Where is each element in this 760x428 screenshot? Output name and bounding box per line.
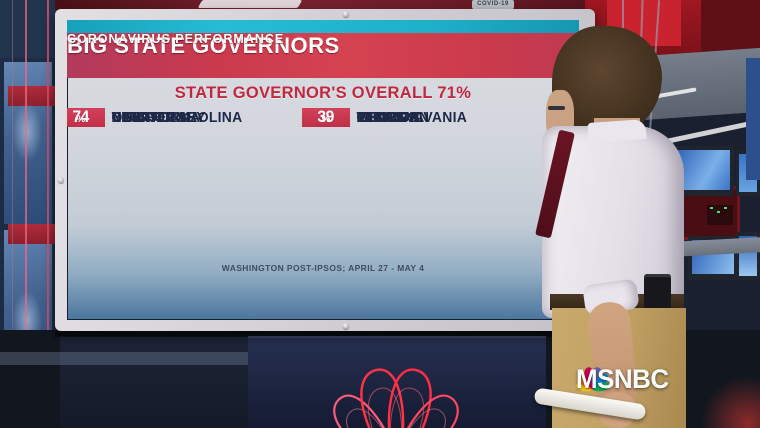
video-wall-red-bar — [8, 86, 56, 106]
desk-monitor-screen — [598, 152, 650, 196]
hanging-wire — [12, 0, 13, 428]
status-led — [717, 211, 720, 213]
teal-strip — [67, 20, 579, 33]
neon-peacock-panel — [248, 336, 546, 428]
red-ceiling-block-dark — [701, 0, 760, 52]
state-label: ILLINOIS — [356, 109, 418, 126]
state-label: PENNSYLVANIA — [356, 109, 468, 126]
frame-screw — [343, 323, 349, 329]
state-label: CALIFORNIA — [111, 109, 201, 126]
state-label: OHIO — [111, 109, 149, 126]
desk-monitor-screen — [676, 150, 730, 190]
rack-equipment — [707, 205, 733, 225]
hanging-wire — [47, 0, 49, 428]
state-label: GEORGIA — [356, 109, 425, 126]
status-led — [724, 207, 727, 209]
channel-watermark: MSNBC — [576, 360, 756, 398]
source-attribution: WASHINGTON POST-IPSOS; APRIL 27 - MAY 4 — [221, 263, 425, 273]
newsroom-background — [585, 0, 760, 340]
hanging-wire — [25, 0, 27, 428]
board-title: BIG STATE GOVERNORS — [67, 33, 340, 58]
state-label: NORTH CAROLINA — [111, 109, 243, 126]
state-label: TEXAS — [356, 109, 405, 126]
frame-screw — [58, 177, 64, 183]
status-led — [710, 207, 713, 209]
frame-screw — [586, 99, 592, 105]
touchscreen-board: BIG STATE GOVERNORS CORONAVIRUS PERFORMA… — [55, 9, 595, 331]
frame-screw — [343, 11, 349, 17]
covid-sign: COVID-19 — [472, 0, 514, 9]
reflection-highlight — [197, 0, 303, 8]
grey-ceiling — [585, 47, 760, 125]
title-banner: BIG STATE GOVERNORS CORONAVIRUS PERFORMA… — [67, 33, 579, 78]
value-badge: 39% — [302, 108, 350, 127]
nbc-peacock-neon-icon — [323, 364, 469, 428]
red-ceiling-block — [607, 0, 681, 46]
governors-table: OHIO 86% NEW YORK 81% CALIFORNIA 79% VIR… — [67, 107, 563, 255]
video-wall-glow — [12, 102, 42, 162]
overall-heading: STATE GOVERNOR'S OVERALL 71% — [174, 84, 472, 102]
value-badge: 74% — [67, 108, 105, 127]
studio-top-wall: COVID-19 — [55, 0, 600, 10]
video-wall-panel — [0, 58, 56, 228]
state-label: NEW JERSEY — [111, 109, 206, 126]
dark-desk-left — [60, 336, 250, 428]
board-subtitle: CORONAVIRUS PERFORMANCE — [67, 32, 285, 46]
brand-wordmark: MSNBC — [576, 363, 669, 394]
board-shadow — [55, 330, 595, 337]
blue-side-panel — [746, 58, 760, 180]
state-label: VIRGINIA — [111, 109, 176, 126]
desk-reflection-band — [0, 352, 250, 365]
video-wall-red-bar — [8, 224, 56, 244]
board-screen: BIG STATE GOVERNORS CORONAVIRUS PERFORMA… — [67, 20, 579, 320]
state-label: NEW YORK — [111, 109, 191, 126]
office-chair — [598, 248, 646, 324]
state-label: MICHIGAN — [356, 109, 430, 126]
red-floor-glow — [698, 378, 760, 428]
state-label: FLORIDA — [356, 109, 421, 126]
